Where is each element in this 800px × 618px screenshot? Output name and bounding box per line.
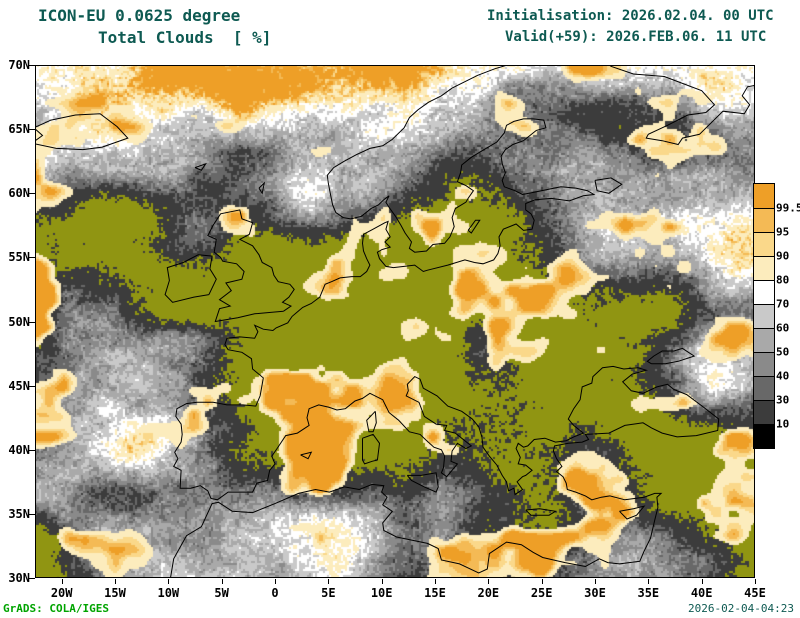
lon-tick — [435, 579, 436, 584]
colorbar-level-label: 80 — [776, 273, 790, 287]
lon-tick — [328, 579, 330, 584]
lat-tick-label: 70N — [8, 58, 30, 72]
coastline — [467, 219, 481, 234]
init-time-label: Initialisation: 2026.02.04. 00 UTC — [487, 8, 774, 24]
lon-tick — [221, 579, 223, 584]
lat-tick — [29, 513, 35, 515]
coastline — [300, 451, 313, 460]
lon-tick-label: 40E — [690, 586, 713, 600]
lon-tick-label: 30E — [584, 586, 606, 600]
colorbar-segment — [754, 376, 774, 400]
colorbar-segment — [754, 352, 774, 376]
coastline — [258, 181, 266, 195]
colorbar-segment — [754, 328, 774, 352]
lon-tick-label: 35E — [637, 586, 660, 600]
lat-tick-label: 35N — [8, 506, 30, 521]
colorbar-segment — [754, 280, 774, 304]
coastline — [362, 433, 381, 465]
creation-timestamp: 2026-02-04-04:23 — [688, 602, 794, 615]
coastline — [164, 254, 217, 303]
coastline — [406, 472, 439, 493]
lon-tick — [541, 579, 543, 584]
lon-tick — [61, 579, 63, 584]
lon-tick-label: 10W — [157, 586, 180, 600]
colorbar-level-label: 95 — [776, 225, 790, 239]
coastline — [366, 410, 377, 433]
lat-tick-label: 50N — [8, 314, 30, 329]
colorbar-segment — [754, 424, 774, 448]
colorbar-level-label: 99.5 — [776, 201, 800, 215]
coastline — [594, 177, 623, 194]
coastline — [525, 508, 557, 516]
colorbar-segment — [754, 304, 774, 328]
colorbar-segment — [754, 256, 774, 280]
lon-tick — [755, 579, 756, 584]
lon-tick-label: 20E — [477, 586, 500, 600]
coastline — [35, 113, 129, 151]
colorbar-segment — [754, 208, 774, 232]
lat-tick — [29, 578, 35, 579]
colorbar-segment — [754, 232, 774, 256]
colorbar-level-label: 60 — [776, 321, 790, 335]
coastline — [608, 65, 755, 146]
colorbar-level-label: 90 — [776, 249, 790, 263]
colorbar-segment — [754, 184, 774, 208]
lon-tick-label: 10E — [370, 586, 393, 600]
lon-tick-label: 25E — [530, 586, 553, 600]
variable-title: Total Clouds [ %] — [98, 28, 272, 47]
coastline — [207, 209, 295, 323]
lon-tick-label: 5W — [214, 586, 229, 600]
grads-credit: GrADS: COLA/IGES — [3, 602, 109, 615]
lon-tick-label: 15E — [424, 586, 446, 600]
lon-tick — [381, 579, 383, 584]
colorbar — [753, 183, 775, 449]
lat-tick — [29, 193, 35, 195]
lat-tick-label: 45N — [8, 378, 30, 393]
lon-tick — [168, 579, 170, 584]
lat-tick-label: 65N — [8, 122, 30, 137]
cloud-cover-field — [35, 65, 755, 578]
colorbar-level-label: 50 — [776, 345, 790, 359]
colorbar-level-label: 70 — [776, 297, 790, 311]
coastline — [169, 65, 720, 578]
lat-tick — [29, 449, 35, 451]
lat-tick — [29, 385, 35, 387]
coastlines-overlay — [35, 65, 755, 578]
lon-tick — [275, 579, 276, 584]
lat-tick-label: 30N — [8, 571, 30, 585]
colorbar-level-label: 10 — [776, 417, 790, 431]
lon-tick — [488, 579, 490, 584]
lon-tick-label: 20W — [50, 586, 73, 600]
lat-tick — [29, 129, 35, 131]
colorbar-level-label: 30 — [776, 393, 790, 407]
lon-tick — [595, 579, 596, 584]
lat-tick-label: 55N — [8, 250, 30, 265]
lat-tick-label: 60N — [8, 186, 30, 201]
lon-tick — [701, 579, 703, 584]
coastline — [194, 162, 207, 171]
lat-tick — [29, 257, 35, 259]
colorbar-segment — [754, 400, 774, 424]
lon-tick — [648, 579, 650, 584]
coastline — [646, 347, 696, 365]
valid-time-label: Valid(+59): 2026.FEB.06. 11 UTC — [505, 29, 767, 45]
lat-tick — [29, 65, 35, 66]
model-title: ICON-EU 0.0625 degree — [38, 6, 241, 25]
lon-tick-label: 0 — [271, 586, 279, 600]
colorbar-level-label: 40 — [776, 369, 790, 383]
lon-tick-label: 5E — [321, 586, 336, 600]
lon-tick — [115, 579, 116, 584]
lon-tick-label: 45E — [744, 586, 766, 600]
map-frame — [35, 65, 755, 578]
lat-tick-label: 40N — [8, 442, 30, 457]
lat-tick — [29, 321, 35, 323]
lon-tick-label: 15W — [104, 586, 126, 600]
coastline — [619, 505, 646, 520]
